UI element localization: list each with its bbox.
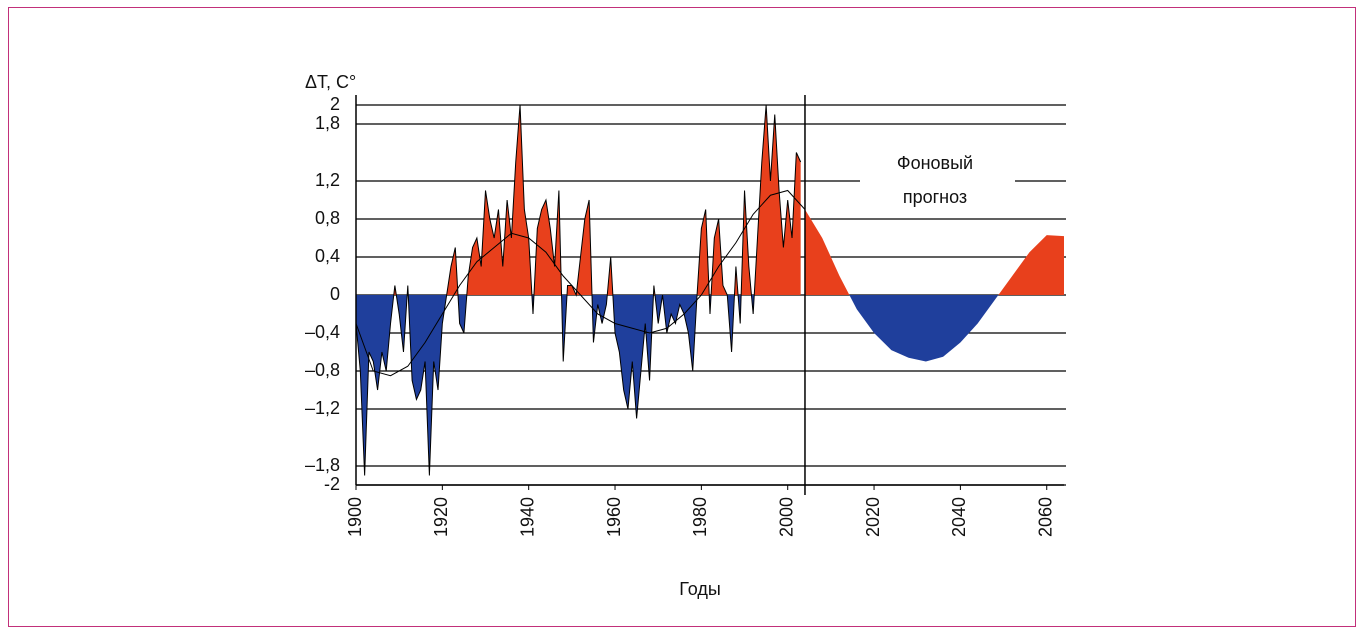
y-tick-label: –0,8 xyxy=(305,360,340,380)
x-tick-label: 2060 xyxy=(1035,497,1055,537)
data-line xyxy=(355,104,802,476)
area-positive xyxy=(356,105,801,295)
y-tick-label: 0,8 xyxy=(315,208,340,228)
y-tick-label: 0 xyxy=(330,284,340,304)
y-tick-label: 0,4 xyxy=(315,246,340,266)
y-tick-label: –1,2 xyxy=(305,398,340,418)
x-tick-label: 1940 xyxy=(517,497,537,537)
x-tick-label: 2000 xyxy=(776,497,796,537)
x-tick-label: 2020 xyxy=(863,497,883,537)
x-tick-label: 1980 xyxy=(690,497,710,537)
x-tick-label: 1920 xyxy=(431,497,451,537)
annotation: прогноз xyxy=(903,187,967,207)
y-tick-label: 1,8 xyxy=(315,113,340,133)
chart: ΔT, C° Годы 21,8 1,2 0,8 0,4 0 –0,4 –0,8 –1,2 –1… xyxy=(305,72,1066,599)
x-tick-label: 1960 xyxy=(604,497,624,537)
trend-line xyxy=(355,189,806,377)
y-tick-label: -2 xyxy=(324,474,340,494)
y-tick-label: –0,4 xyxy=(305,322,340,342)
x-tick-label: 2040 xyxy=(949,497,969,537)
x-axis-label: Годы xyxy=(679,579,721,599)
x-tick-label: 1900 xyxy=(345,497,365,537)
y-tick-label: –1,8 xyxy=(305,455,340,475)
y-tick-label: 1,2 xyxy=(315,170,340,190)
y-tick-label: 2 xyxy=(330,94,340,114)
page: ΔT, C° Годы 2 1,8 1,2 0,8 0,4 0 –0,4 –0,8 –1,2 –1… xyxy=(8,7,1356,627)
area-negative xyxy=(804,295,1064,362)
annotation: Фоновый xyxy=(897,153,973,173)
area-positive xyxy=(804,209,1064,295)
y-axis-label: ΔT, C° xyxy=(305,72,356,92)
annotation-box xyxy=(860,150,1015,210)
